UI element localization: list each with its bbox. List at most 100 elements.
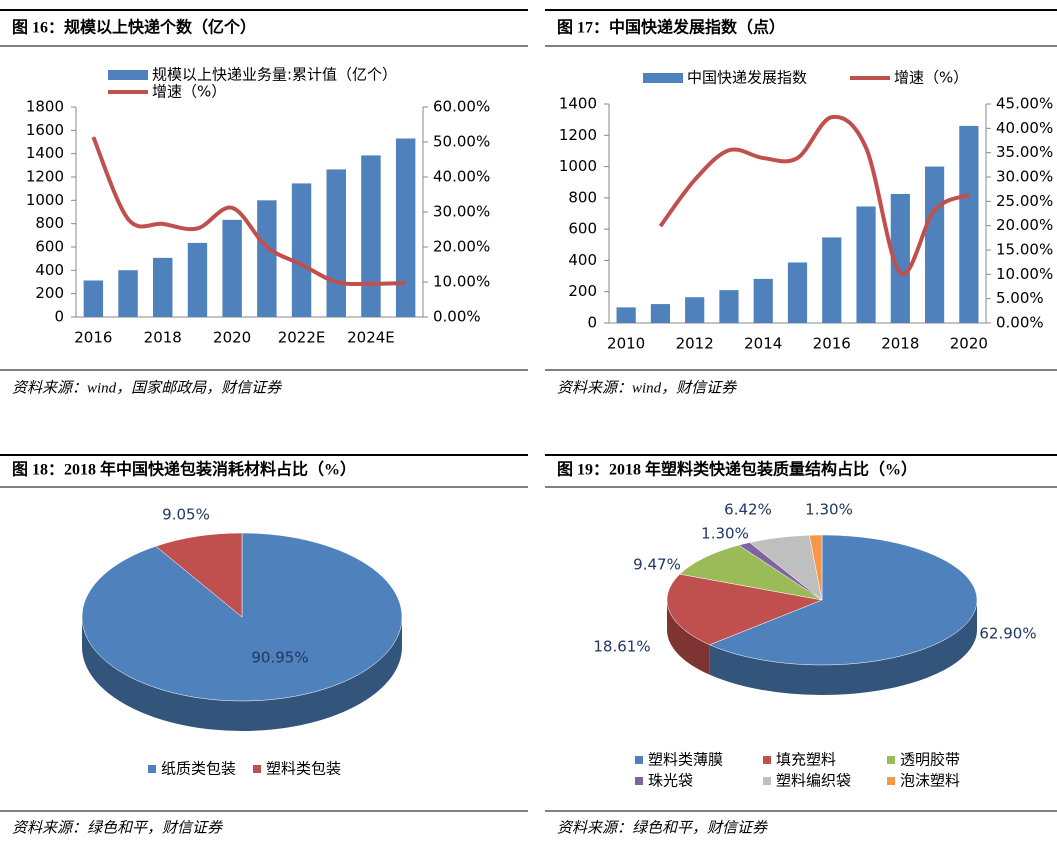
legend-label: 纸质类包装	[161, 760, 236, 778]
y2-tick-label: 40.00%	[433, 168, 490, 186]
source: 资料来源：wind，财信证券	[557, 379, 737, 396]
y2-tick-label: 20.00%	[996, 216, 1053, 234]
bar	[326, 169, 346, 317]
y-tick-label: 1200	[559, 126, 597, 144]
bar	[83, 280, 104, 317]
bar	[118, 270, 138, 317]
x-tick-label: 2018	[144, 329, 182, 347]
x-tick-label: 2018	[881, 335, 919, 353]
legend-label: 塑料编织袋	[776, 772, 851, 790]
bar	[685, 297, 705, 323]
legend-label: 增速（%）	[894, 69, 968, 87]
y-tick-label: 400	[35, 261, 64, 279]
y-tick-label: 1000	[559, 157, 597, 175]
y-tick-label: 1600	[26, 121, 64, 139]
pie-side	[709, 600, 977, 696]
x-tick-label: 2012	[676, 335, 714, 353]
y-tick-label: 800	[568, 188, 597, 206]
y-tick-label: 1800	[26, 98, 64, 116]
y2-tick-label: 0.00%	[996, 314, 1044, 332]
legend-label: 珠光袋	[648, 772, 693, 790]
data-label: 90.95%	[251, 649, 308, 667]
bar	[616, 307, 636, 323]
figure-title: 图 18：2018 年中国快递包装消耗材料占比（%）	[12, 460, 356, 479]
frame-lines	[0, 9, 1057, 812]
y2-tick-label: 20.00%	[433, 238, 490, 256]
legend-label: 规模以上快递业务量:累计值（亿个）	[152, 66, 397, 84]
y2-tick-label: 25.00%	[996, 192, 1053, 210]
y-tick-label: 600	[35, 238, 64, 256]
pie-slice	[809, 534, 823, 601]
legend-label: 填充塑料	[776, 751, 836, 769]
legend-swatch	[887, 756, 895, 764]
y-tick-label: 0	[587, 314, 597, 332]
bar	[361, 155, 381, 317]
y2-tick-label: 15.00%	[996, 241, 1053, 259]
source: 资料来源：wind，国家邮政局，财信证券	[12, 379, 282, 396]
legend-label: 增速（%）	[152, 83, 226, 101]
bar	[822, 237, 842, 323]
bar	[959, 125, 979, 324]
data-label: 9.05%	[162, 506, 210, 524]
y-tick-label: 0	[54, 308, 64, 326]
bar	[719, 290, 739, 323]
y-tick-label: 800	[35, 214, 64, 232]
line	[91, 136, 406, 287]
y-tick-label: 1200	[26, 168, 64, 186]
y-tick-label: 1400	[26, 144, 64, 162]
legend-swatch	[635, 777, 643, 785]
bar	[650, 304, 671, 323]
y2-tick-label: 5.00%	[996, 289, 1044, 307]
y-tick-label: 200	[35, 284, 64, 302]
legend-swatch	[643, 73, 683, 83]
pie-side	[667, 600, 710, 675]
bar	[753, 278, 773, 323]
x-tick-label: 2016	[74, 329, 112, 347]
legend-label: 中国快递发展指数	[687, 69, 807, 87]
y-tick-label: 1400	[559, 95, 597, 113]
y2-tick-label: 35.00%	[996, 143, 1053, 161]
y-tick-label: 1000	[26, 191, 64, 209]
pie-slice	[679, 544, 823, 601]
x-tick-label: 2020	[950, 335, 988, 353]
legend-swatch	[763, 777, 771, 785]
x-tick-label: 2014	[744, 335, 782, 353]
legend-swatch	[148, 765, 156, 773]
x-tick-label: 2010	[607, 335, 645, 353]
line	[658, 114, 970, 276]
legend-label: 塑料类薄膜	[648, 751, 723, 769]
data-label: 62.90%	[979, 625, 1036, 643]
legend-swatch	[635, 756, 643, 764]
y-tick-label: 200	[568, 282, 597, 300]
x-tick-label: 2022E	[278, 329, 326, 347]
bar	[787, 262, 808, 323]
figure-title: 图 19：2018 年塑料类快递包装质量结构占比（%）	[557, 460, 917, 479]
figure-title: 图 17：中国快递发展指数（点）	[557, 18, 785, 37]
legend-swatch	[253, 765, 261, 773]
y2-tick-label: 45.00%	[996, 95, 1053, 113]
legend-swatch	[763, 756, 771, 764]
bar	[856, 206, 876, 323]
data-label: 9.47%	[633, 556, 681, 574]
data-label: 18.61%	[593, 638, 650, 656]
legend-label: 塑料类包装	[266, 760, 341, 778]
source: 资料来源：绿色和平，财信证券	[12, 819, 223, 836]
y2-tick-label: 10.00%	[996, 265, 1053, 283]
legend-label: 泡沫塑料	[900, 772, 960, 790]
y2-tick-label: 50.00%	[433, 133, 490, 151]
pie-slice	[155, 532, 243, 618]
bar	[291, 183, 312, 317]
y2-tick-label: 60.00%	[433, 98, 490, 116]
y2-tick-label: 40.00%	[996, 119, 1053, 137]
pie-slice	[666, 573, 823, 646]
bar	[153, 257, 173, 317]
data-label: 6.42%	[724, 501, 772, 519]
x-tick-label: 2024E	[347, 329, 395, 347]
y2-tick-label: 0.00%	[433, 308, 481, 326]
y2-tick-label: 10.00%	[433, 273, 490, 291]
data-label: 1.30%	[805, 501, 853, 519]
bar	[890, 193, 910, 323]
legend-label: 透明胶带	[900, 751, 960, 769]
